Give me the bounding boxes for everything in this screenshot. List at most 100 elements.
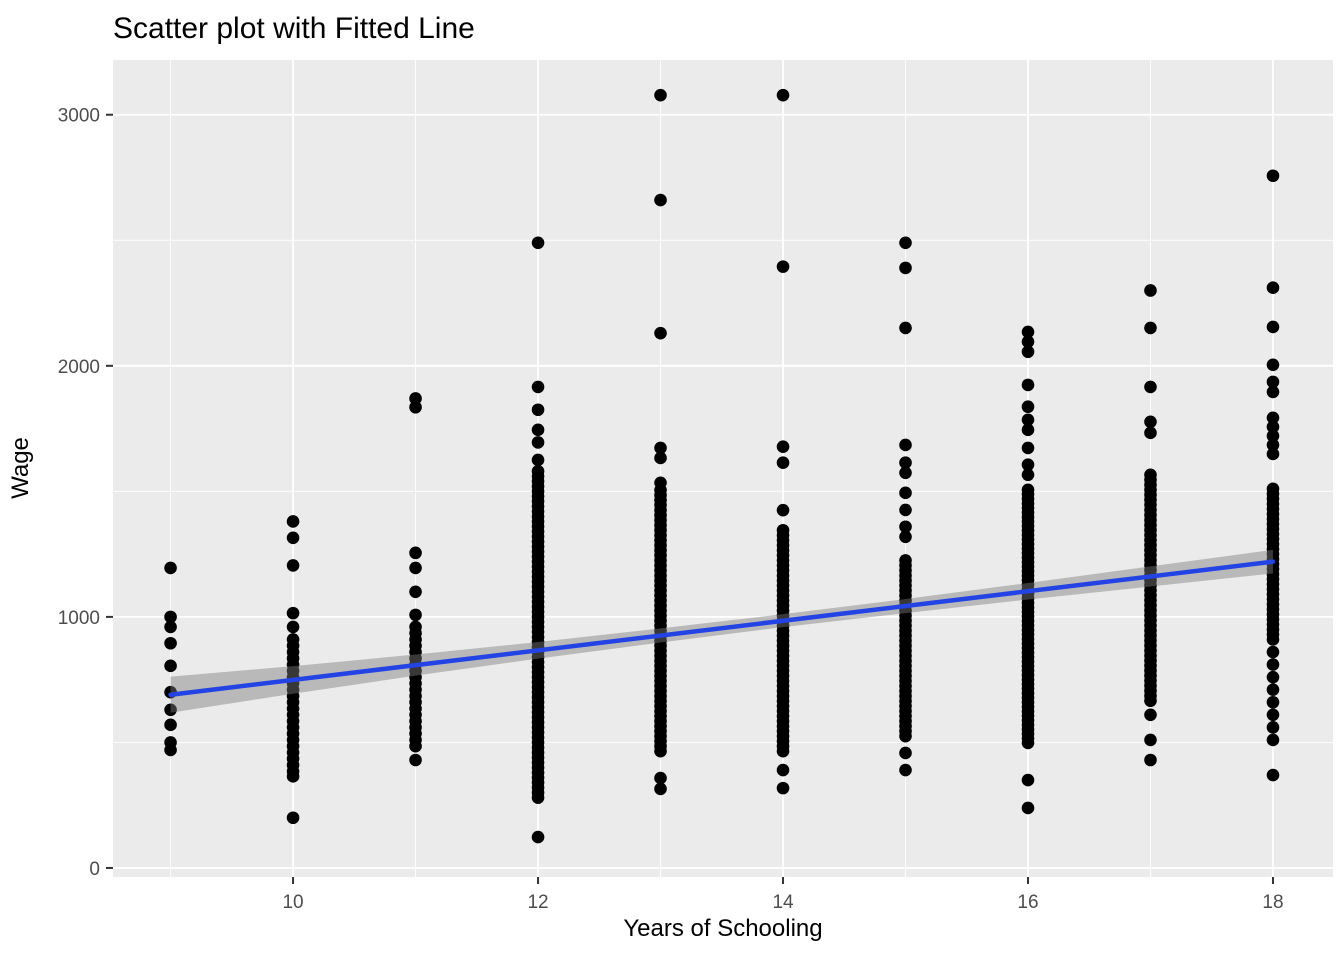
data-point: [654, 441, 667, 455]
data-point: [899, 456, 912, 470]
data-point: [899, 763, 912, 777]
data-point: [899, 261, 912, 275]
data-point: [654, 326, 667, 340]
y-tick-label: 0: [89, 859, 100, 880]
data-point: [164, 610, 177, 624]
data-point: [531, 403, 545, 417]
x-tick-label: 18: [1262, 892, 1283, 913]
data-point: [1266, 670, 1280, 684]
data-point: [1021, 773, 1035, 787]
data-point: [409, 739, 422, 753]
data-point: [409, 753, 422, 767]
data-point: [1021, 335, 1035, 349]
fitted-line: [168, 559, 1276, 697]
data-point: [899, 520, 912, 534]
data-point: [776, 781, 790, 795]
data-point: [1144, 708, 1157, 722]
data-point: [654, 771, 667, 785]
data-point: [1021, 736, 1035, 750]
data-point: [1144, 753, 1157, 767]
data-point: [899, 503, 912, 517]
confidence-band: [170, 549, 1273, 713]
data-point: [164, 703, 177, 717]
data-point: [1144, 321, 1157, 335]
data-point: [1021, 413, 1035, 427]
data-point: [164, 659, 177, 673]
data-point: [1266, 438, 1280, 452]
data-point: [1266, 633, 1280, 646]
data-point: [286, 606, 300, 620]
x-tick-label: 12: [527, 892, 548, 913]
data-point: [1266, 721, 1280, 734]
data-point: [654, 451, 667, 465]
y-axis-title: Wage: [7, 437, 34, 499]
data-point: [409, 585, 422, 599]
data-point: [776, 260, 790, 273]
data-point: [1021, 325, 1035, 339]
data-point: [899, 236, 912, 250]
data-point: [1144, 733, 1157, 747]
data-point: [409, 561, 422, 575]
data-point: [1266, 645, 1280, 659]
data-point: [286, 531, 300, 545]
data-point: [1266, 733, 1280, 747]
data-point: [1266, 708, 1280, 722]
data-point: [654, 782, 667, 796]
data-point: [899, 486, 912, 500]
data-point: [1266, 320, 1280, 334]
data-point: [1266, 169, 1280, 183]
data-point: [286, 811, 300, 825]
data-point: [531, 423, 545, 437]
data-point: [776, 440, 790, 453]
data-point: [776, 456, 790, 470]
data-point: [1266, 375, 1280, 389]
data-point: [1144, 415, 1157, 429]
data-point: [776, 503, 790, 517]
data-point: [776, 88, 790, 102]
data-point: [1144, 284, 1157, 297]
data-point: [654, 193, 667, 207]
data-point: [1266, 683, 1280, 696]
plot-panel: [113, 60, 1333, 877]
y-tick-label: 2000: [58, 357, 100, 378]
x-axis-title: Years of Schooling: [623, 915, 822, 942]
data-point: [1021, 458, 1035, 472]
data-point: [654, 88, 667, 102]
data-point: [776, 763, 790, 777]
y-tick-label: 1000: [58, 608, 100, 629]
data-point: [531, 791, 545, 804]
data-point: [1021, 441, 1035, 455]
data-point: [1021, 400, 1035, 414]
data-point: [1266, 420, 1280, 434]
data-point: [1266, 768, 1280, 782]
data-point: [1021, 345, 1035, 359]
data-point: [531, 236, 545, 250]
data-point: [1266, 281, 1280, 295]
data-point: [409, 608, 422, 622]
data-point: [1144, 380, 1157, 394]
data-point: [164, 718, 177, 732]
data-point: [164, 620, 177, 634]
data-point: [899, 530, 912, 544]
data-point: [1266, 695, 1280, 709]
data-point: [164, 561, 177, 575]
data-point: [899, 438, 912, 452]
data-point: [1266, 658, 1280, 671]
data-point: [286, 515, 300, 528]
data-point: [1266, 385, 1280, 399]
data-point: [1266, 411, 1280, 425]
plot-area: 10 12 14 16 18 0 1000 2000 3000: [58, 60, 1333, 913]
data-point: [409, 392, 422, 405]
data-point: [776, 744, 790, 758]
x-tick-label: 14: [772, 892, 794, 913]
data-point: [1021, 468, 1035, 482]
data-point: [1021, 378, 1035, 392]
x-tick-label: 16: [1017, 892, 1038, 913]
data-point: [899, 466, 912, 480]
data-point: [1266, 447, 1280, 461]
data-point: [164, 636, 177, 650]
data-point: [531, 380, 545, 394]
data-point: [1021, 801, 1035, 815]
